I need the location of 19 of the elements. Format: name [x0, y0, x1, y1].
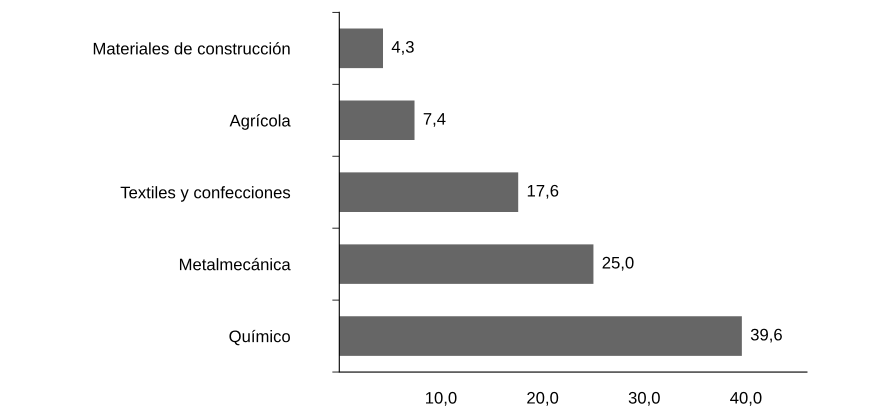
data-label: 17,6 [528, 184, 558, 199]
x-tick-label: 40,0 [730, 392, 762, 406]
bar [339, 28, 384, 68]
y-tick-label: Agrícola [230, 114, 291, 130]
bar [339, 244, 594, 284]
y-tick-label: Metalmecánica [180, 258, 291, 270]
data-label: 4,3 [392, 41, 414, 55]
bar [339, 316, 742, 356]
bar [339, 100, 415, 140]
data-label: 25,0 [602, 256, 634, 271]
x-tick-label: 30,0 [628, 392, 660, 406]
x-tick-label: 20,0 [527, 392, 558, 406]
data-label: 39,6 [750, 328, 782, 343]
y-tick-label: Químico [229, 330, 290, 346]
y-tick-label: Textiles y confecciones [120, 186, 290, 202]
bar [339, 172, 518, 212]
data-label: 7,4 [424, 113, 446, 127]
x-tick-label: 10,0 [426, 392, 457, 406]
y-tick-label: Materiales de construcción [94, 42, 290, 55]
